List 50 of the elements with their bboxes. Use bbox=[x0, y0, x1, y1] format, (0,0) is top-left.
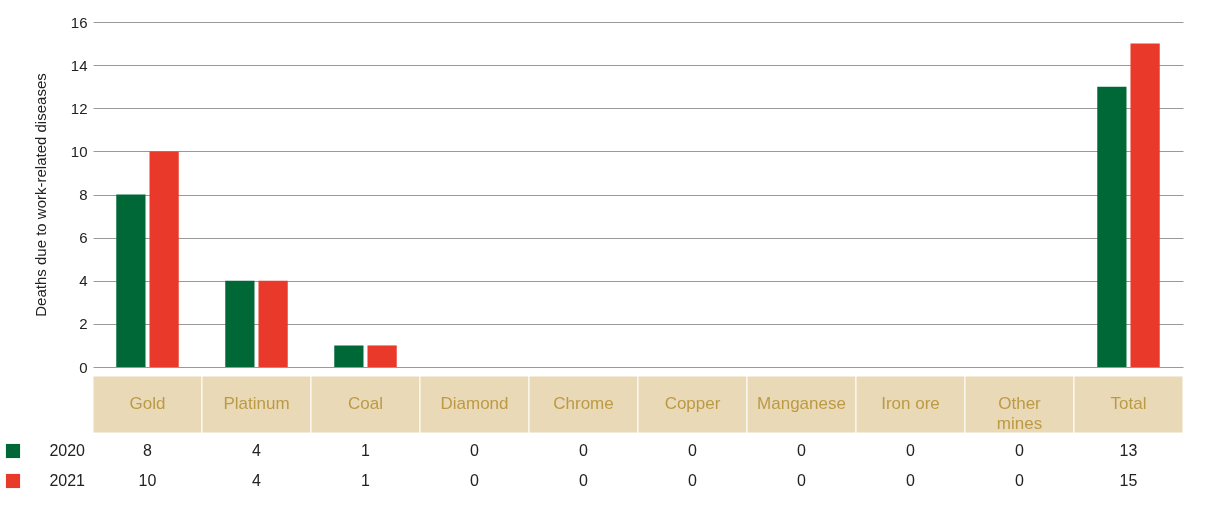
legend-label: 2020 bbox=[49, 442, 86, 459]
bar bbox=[225, 280, 255, 367]
data-label: 0 bbox=[1015, 472, 1025, 489]
data-label: 8 bbox=[143, 442, 153, 459]
x-tick-label: Iron ore bbox=[881, 394, 940, 413]
bar bbox=[334, 345, 364, 367]
y-tick-label: 10 bbox=[70, 142, 88, 160]
y-tick-label: 12 bbox=[70, 99, 88, 117]
x-tick-label: Gold bbox=[129, 394, 166, 413]
x-tick-label: Other mines bbox=[996, 394, 1043, 433]
y-tick-label: 2 bbox=[79, 315, 88, 333]
y-axis-title: Deaths due to work-related diseases bbox=[31, 73, 49, 317]
data-label: 0 bbox=[688, 442, 698, 459]
x-tick-label: Total bbox=[1110, 394, 1147, 413]
data-label: 1 bbox=[361, 472, 371, 489]
data-label: 0 bbox=[579, 472, 589, 489]
y-tick-label: 8 bbox=[79, 186, 88, 203]
data-label: 0 bbox=[906, 442, 916, 459]
data-label: 4 bbox=[252, 472, 262, 489]
data-label: 0 bbox=[1015, 442, 1025, 459]
data-label: 13 bbox=[1119, 442, 1138, 459]
data-label: 0 bbox=[797, 472, 807, 489]
x-tick-label: Coal bbox=[348, 394, 383, 413]
y-tick-label: 14 bbox=[70, 56, 88, 74]
data-label: 0 bbox=[906, 472, 916, 489]
y-tick-label: 4 bbox=[79, 272, 88, 290]
x-tick-label: Platinum bbox=[223, 394, 290, 413]
bar bbox=[116, 194, 146, 367]
y-tick-label: 6 bbox=[79, 229, 88, 247]
data-label: 0 bbox=[470, 472, 480, 489]
x-tick-label: Manganese bbox=[757, 394, 846, 413]
data-label: 0 bbox=[470, 442, 480, 459]
data-label: 4 bbox=[252, 442, 262, 459]
bar bbox=[258, 280, 288, 367]
x-tick-label: Copper bbox=[664, 394, 721, 413]
x-tick-label: Chrome bbox=[553, 394, 614, 413]
data-label: 0 bbox=[579, 442, 589, 459]
bar bbox=[1097, 86, 1127, 367]
legend-label: 2021 bbox=[49, 472, 86, 489]
bar bbox=[149, 151, 179, 367]
data-label: 15 bbox=[1119, 472, 1138, 489]
bar bbox=[367, 345, 397, 367]
data-label: 10 bbox=[138, 472, 157, 489]
y-tick-label: 16 bbox=[70, 13, 88, 31]
x-tick-label: Diamond bbox=[440, 394, 509, 413]
data-label: 0 bbox=[688, 472, 698, 489]
data-label: 1 bbox=[361, 442, 371, 459]
data-label: 0 bbox=[797, 442, 807, 459]
bar bbox=[1130, 43, 1160, 367]
y-tick-label: 0 bbox=[79, 358, 88, 376]
